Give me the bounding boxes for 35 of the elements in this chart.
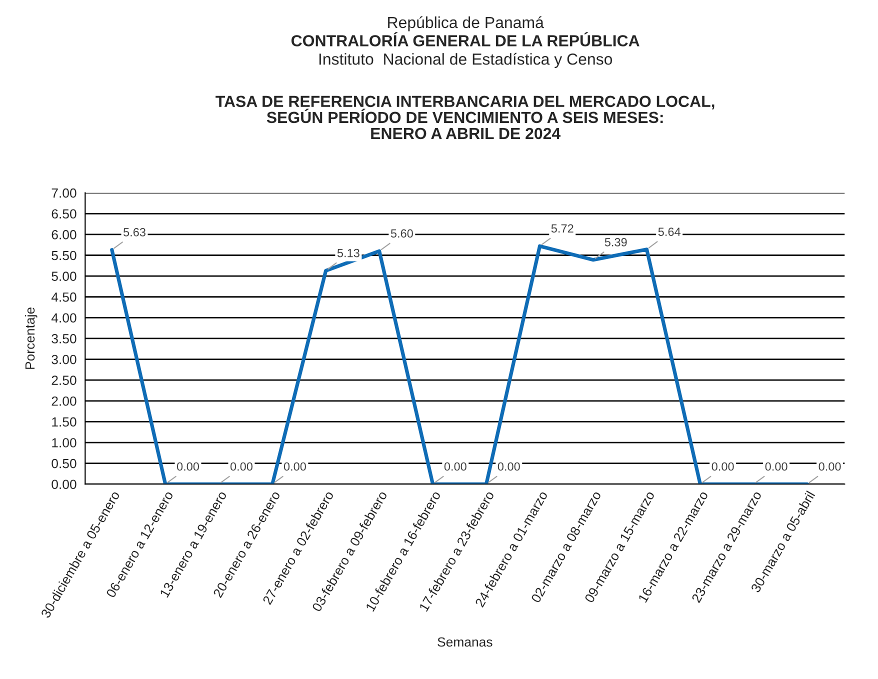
y-tick-label: 1.50	[52, 417, 76, 427]
y-axis-title: Porcentaje	[24, 308, 38, 369]
data-label: 0.00	[712, 462, 734, 471]
y-tick-label: 3.50	[52, 334, 76, 344]
data-label: 5.63	[123, 228, 146, 236]
data-label: 5.60	[390, 229, 413, 238]
y-tick-label: 3.00	[52, 354, 76, 364]
chart-title: TASA DE REFERENCIA INTERBANCARIA DEL MERCADO LOCAL, SEGÚN PERÍODO DE VENCIMIENTO A SEIS MESES: ENERO A ABRIL DE 2024	[216, 96, 714, 140]
text: Instituto Nacional de Estadística y Censo	[319, 52, 612, 68]
y-tick-label: 0.00	[52, 480, 76, 490]
y-tick-label: 5.50	[52, 250, 76, 260]
data-label: 5.64	[658, 228, 680, 236]
y-tick-label: 4.50	[51, 292, 76, 302]
y-tick-label: 5.00	[52, 272, 76, 281]
data-label: 0.00	[765, 462, 788, 471]
data-label: 5.13	[337, 248, 360, 258]
y-tick-label: 7.00	[52, 188, 76, 198]
data-label: 0.00	[230, 462, 252, 471]
data-label: 0.00	[176, 462, 200, 471]
y-tick-label: 0.50	[52, 458, 76, 468]
x-axis-title: Semanas	[438, 637, 492, 647]
text: CONTRALORÍA GENERAL DE LA REPÚBLICA	[291, 32, 640, 46]
y-tick-label: 6.50	[52, 209, 76, 219]
y-tick-label: 2.00	[52, 396, 76, 406]
text: República de Panamá	[388, 16, 544, 32]
data-label: 0.00	[818, 462, 841, 471]
data-label: 5.72	[551, 224, 574, 233]
data-label: 0.00	[498, 462, 520, 471]
y-tick-label: 1.00	[52, 438, 76, 448]
data-label: 5.39	[604, 238, 627, 246]
y-tick-label: 6.00	[52, 230, 76, 240]
y-tick-label: 2.50	[52, 376, 76, 386]
data-label: 0.00	[444, 462, 466, 471]
y-tick-label: 4.00	[51, 313, 76, 323]
data-label: 0.00	[284, 462, 306, 471]
